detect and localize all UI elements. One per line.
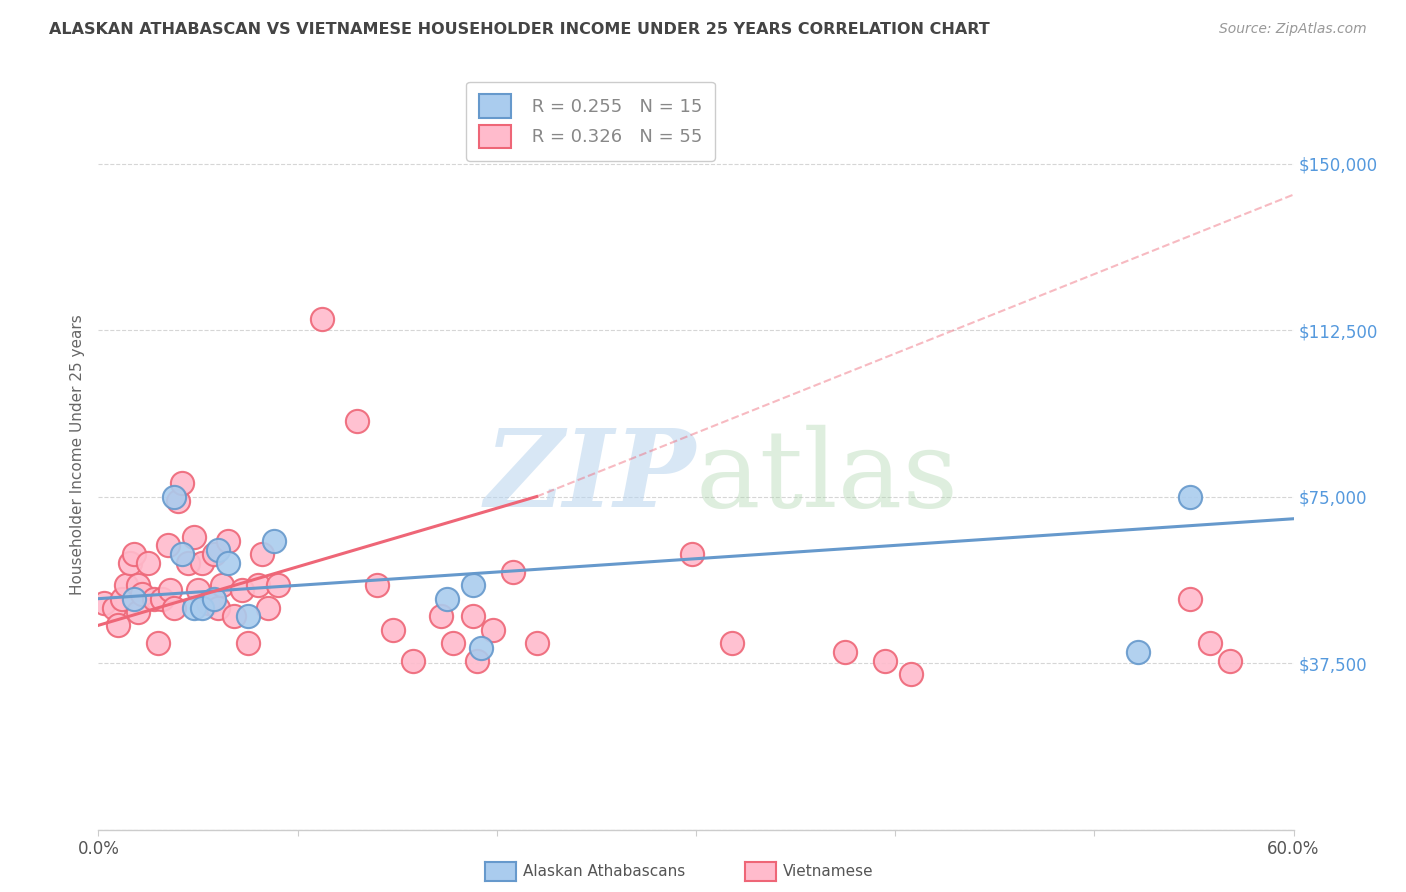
Text: Source: ZipAtlas.com: Source: ZipAtlas.com [1219,22,1367,37]
Point [167,494,190,508]
Text: ZIP: ZIP [485,425,696,531]
Point [157,538,180,552]
Point [183,529,205,543]
Point [124,547,146,561]
Point [191,600,214,615]
Point [900,667,922,681]
Point [231,582,253,597]
Legend:  R = 0.255   N = 15,  R = 0.326   N = 55: R = 0.255 N = 15, R = 0.326 N = 55 [465,82,714,161]
Point [526,636,548,650]
Point [120,556,142,570]
Point [721,636,744,650]
Text: Vietnamese: Vietnamese [783,864,873,879]
Point [461,578,484,592]
Point [159,582,181,597]
Point [1199,636,1222,650]
Point [222,609,245,624]
Point [183,600,205,615]
Point [172,476,194,491]
Point [346,414,368,428]
Point [430,609,453,624]
Point [441,636,464,650]
Point [263,533,285,548]
Point [127,578,149,592]
Point [875,654,897,668]
Point [311,312,333,326]
Point [470,640,492,655]
Point [143,591,166,606]
Text: atlas: atlas [696,425,959,530]
Point [217,556,239,570]
Point [207,542,229,557]
Text: ALASKAN ATHABASCAN VS VIETNAMESE HOUSEHOLDER INCOME UNDER 25 YEARS CORRELATION C: ALASKAN ATHABASCAN VS VIETNAMESE HOUSEHO… [49,22,990,37]
Point [1178,490,1201,504]
Point [236,609,259,624]
Point [124,591,146,606]
Point [107,618,129,632]
Point [211,578,233,592]
Point [246,578,269,592]
Point [267,578,290,592]
Point [187,582,209,597]
Point [177,556,200,570]
Point [191,556,214,570]
Point [250,547,273,561]
Point [172,547,194,561]
Point [402,654,425,668]
Point [1219,654,1241,668]
Point [150,591,173,606]
Point [103,600,125,615]
Point [1128,645,1150,659]
Point [202,547,225,561]
Point [111,591,134,606]
Point [131,587,153,601]
Point [163,490,186,504]
Point [382,623,405,637]
Point [236,636,259,650]
Point [93,596,115,610]
Text: Alaskan Athabascans: Alaskan Athabascans [523,864,685,879]
Point [197,596,219,610]
Point [502,565,524,579]
Point [681,547,703,561]
Y-axis label: Householder Income Under 25 years: Householder Income Under 25 years [69,315,84,595]
Point [366,578,388,592]
Point [136,556,159,570]
Point [163,600,186,615]
Point [217,533,239,548]
Point [256,600,278,615]
Point [834,645,856,659]
Point [461,609,484,624]
Point [436,591,458,606]
Point [115,578,138,592]
Point [465,654,488,668]
Point [207,600,229,615]
Point [482,623,505,637]
Point [202,591,225,606]
Point [148,636,170,650]
Point [127,605,149,619]
Point [1178,591,1201,606]
